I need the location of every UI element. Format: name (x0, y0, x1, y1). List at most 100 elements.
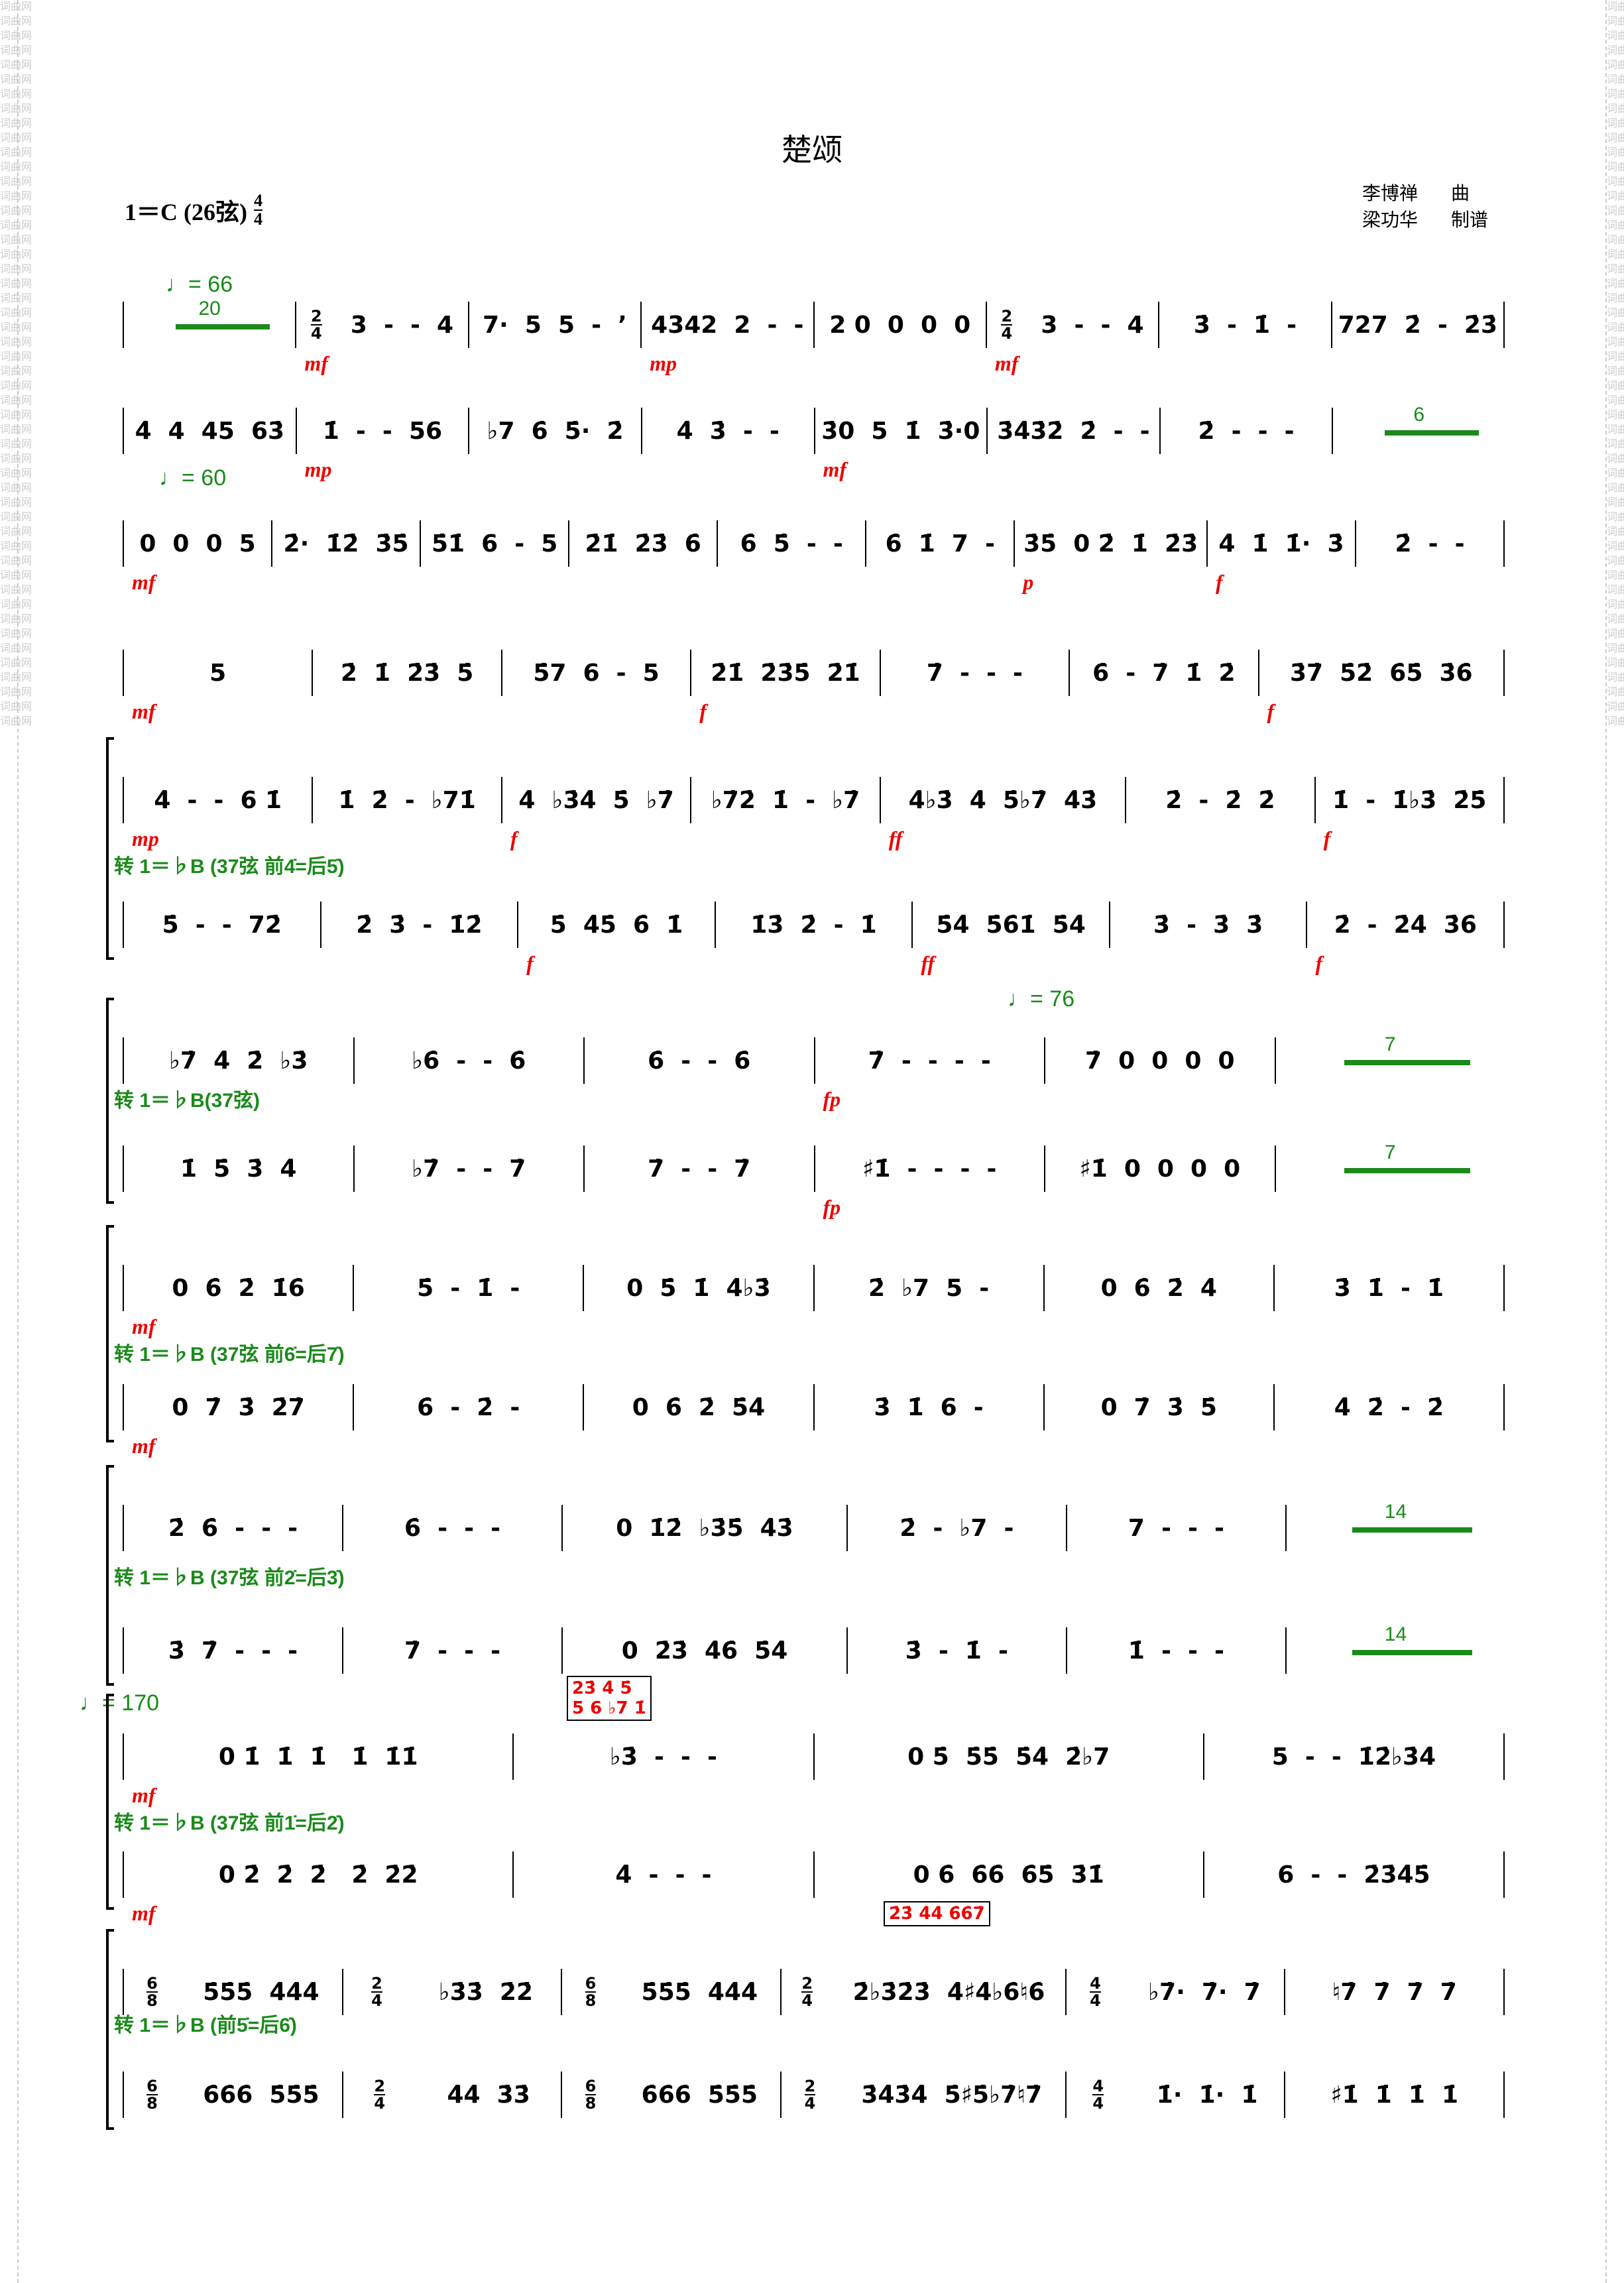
measure-notes: ♭7̇· 7̇· 7̇ (1148, 1978, 1261, 2006)
measure-notes: 3̇7̇ 5̇2̇ 6̇5̇ 3̇6̇ (1289, 659, 1473, 687)
time-bottom: 4 (1001, 324, 1013, 343)
rest-count: 6 (1413, 404, 1425, 426)
measure-notes: 2̇ 3̇ - 1̇2̇ (356, 911, 483, 939)
measure: 7· 5 5 - ’ (467, 302, 640, 348)
measure-notes: 6̇ - 2̇ - (417, 1393, 520, 1421)
time-bottom: 4 (801, 1991, 813, 2010)
measure: 3̇ 1̇ 6 - (813, 1384, 1043, 1431)
measure: 5 - - 1̇2̇♭3̇4̇ (1202, 1733, 1505, 1780)
measure-notes: 4̇ - - 6 1̇ (154, 786, 282, 814)
watermark-left: 词曲网 词曲网 词曲网 词曲网 词曲网 词曲网 词曲网 词曲网 词曲网 词曲网 … (0, 0, 32, 2283)
measure: ♭6̇ - - 6̇ (353, 1037, 584, 1084)
measure: 0 6̇ 2̇ 4̇ (1043, 1265, 1273, 1311)
rest-bar (1344, 1168, 1471, 1173)
measure-notes: 4̇ 4 45 63̇ (135, 417, 285, 445)
measure-notes: 5̇5̇5̇ 4̇4̇4̇ (641, 1978, 758, 2006)
tempo-mark: ♩= 76 (1008, 986, 1075, 1012)
rest-bar (175, 324, 270, 329)
tempo-mark: ♩= 66 (166, 272, 233, 297)
staff-line: ♭7̇ 4̇ 2̇ ♭3̇ ♭6̇ - - 6̇ 6̇ - - 6̇ 7̇ - - -… (123, 1033, 1505, 1111)
key-text: 1＝C (26弦) (125, 199, 247, 225)
measure: 2̇ ♭7 5 - (813, 1265, 1043, 1311)
measure: ♭7̇ 4̇ 2̇ ♭3̇ (123, 1037, 353, 1084)
measure-notes: 727 2̇ - 2̇3̇ (1338, 311, 1498, 339)
time-bottom: 8 (146, 1991, 158, 2010)
time-top: 2 (801, 1974, 813, 1993)
measure-notes: 1̇3̇ 2̇ - 1̇ (750, 911, 877, 939)
measure: 0 7̇ 3̇ 5̇ (1043, 1384, 1273, 1431)
measure: 0 6̇ 2̇ 1̇6̇ mf (123, 1265, 353, 1338)
measure-notes: 5̇ 4̇5̇ 6̇ 1̇ (550, 911, 683, 939)
measure-notes: 6̇6̇6̇ 5̇5̇5̇ (203, 2081, 319, 2109)
measure: 7̇ - - - (342, 1627, 561, 1674)
composer-role: 曲 (1451, 182, 1470, 204)
dynamic-mark: mf (132, 699, 156, 723)
rest-count: 7 (1384, 1142, 1396, 1163)
rest-bar (1352, 1527, 1472, 1533)
time-bottom: 8 (146, 2094, 158, 2113)
measure-notes: 0 0 0 5 (139, 530, 256, 557)
measure: 3̇ 1̇ - 1̇ (1273, 1265, 1505, 1311)
measure: ♭3̇ - - - (512, 1733, 813, 1780)
measure: 5̇ - - 72̇ (123, 902, 320, 948)
measure-notes: 5̇1̇ 6 - 5 (431, 530, 558, 557)
measure-notes: ♭3̇ - - - (609, 1743, 717, 1771)
time-bottom: 4 (1092, 2094, 1104, 2113)
time-top: 6 (146, 1974, 158, 1993)
multi-measure-rest: 14 (1285, 1501, 1505, 1551)
time-top: 6 (146, 2077, 158, 2095)
measure: 2̇ - ♭7 - (846, 1505, 1066, 1551)
rest-bar (1384, 430, 1479, 436)
measure: 4̇ - - - (512, 1851, 813, 1898)
dynamic-mark: fp (823, 1087, 841, 1111)
measure: 2̇ - 2̇4̇ 3̇6̇ f (1306, 902, 1505, 975)
dynamic-mark: f (1323, 827, 1331, 850)
measure-notes: 0 7̇ 3̇ 5̇ (1100, 1393, 1217, 1421)
time-top: 4 (1092, 2077, 1104, 2095)
measure: 0 2̇3̇ 4̇6̇ 5̇4̇ (561, 1627, 846, 1674)
staff-line: 2̇ 6̇ - - - 6̇ - - - 0 1̇2̇ ♭3̇5̇ 4̇3̇ 2̇ -… (123, 1501, 1505, 1551)
measure-notes: 5̇5̇5̇ 4̇4̇4̇ (203, 1978, 319, 2006)
staff-line: 1̇ 5̇ 3̇ 4̇ ♭7̇ - - 7̇ 7̇ - - 7̇ ♯1̇ - - - … (123, 1142, 1505, 1219)
time-top: 6 (585, 1974, 597, 1993)
measure-notes: 2̇ - 2̇4̇ 3̇6̇ (1334, 911, 1477, 939)
system-bracket (106, 998, 114, 1204)
measure: 6 8 6̇6̇6̇ 5̇5̇5̇ (123, 2072, 342, 2118)
measure-notes: 4̇ 1̇ 1̇· 3̇ (1218, 530, 1344, 557)
dynamic-mark: mf (132, 1783, 156, 1807)
dynamic-mark: mp (132, 827, 159, 850)
measure-notes: 2̇ - - - (1198, 417, 1295, 445)
arranger-name: 梁功华 (1362, 209, 1419, 231)
measure: 0 1̇ 1̇ 1̇ 1̇ 1̇1̇ mf (123, 1733, 512, 1807)
measure-notes: 4̇ ♭3̇4̇ 5̇ ♭7̇ (518, 786, 674, 814)
measure-notes: ♭6̇ - - 6̇ (412, 1047, 526, 1075)
dynamic-mark: f (510, 827, 518, 850)
measure: 2̇1̇ 2̇3̇ 6̇ (568, 520, 717, 567)
measure-notes: 3̇ 7̇ - - - (168, 1637, 298, 1665)
watermark-right: 词曲网 词曲网 词曲网 词曲网 词曲网 词曲网 词曲网 词曲网 词曲网 词曲网 … (1605, 0, 1624, 2283)
measure-notes: 7· 5 5 - ’ (483, 311, 627, 339)
key-change-annotation: 转 1＝♭B (37弦 前1̇=后2̇) (114, 1812, 345, 1834)
measure-notes: 0 6̇ 2̇ 4̇ (1100, 1274, 1217, 1302)
system-bracket (106, 737, 114, 960)
measure-notes: 6 - - 2̇3̇4̇5̇ (1277, 1861, 1430, 1889)
measure: 4 4 ♭7̇· 7̇· 7̇ (1065, 1969, 1285, 2015)
measure: 4̇ 1̇ 1̇· 3̇ f (1206, 520, 1355, 594)
measure: ♭7̇2̇ 1̇ - ♭7̇ (690, 777, 879, 823)
tempo-mark: ♩= 60 (159, 465, 227, 491)
measure: ♯1̇ 1̇ 1̇ 1̇ (1284, 2072, 1505, 2118)
measure: 0 5̇ 1̇ 4̇♭3̇ (583, 1265, 813, 1311)
measure: 6̇ 1̇ 7 - (865, 520, 1014, 567)
measure-notes: 6̇ - - 6̇ (648, 1047, 751, 1075)
measure-notes: ♭3̇3̇ 2̇2̇ (438, 1978, 534, 2006)
rest-count: 14 (1384, 1501, 1407, 1523)
staff-line: 0 7̇ 3̇ 2̇7̇ mf 6̇ - 2̇ - 0 6̇ 2̇ 5̇4̇ 3̇ 1̇… (123, 1384, 1505, 1458)
measure-notes: 0 7̇ 3̇ 2̇7̇ (172, 1393, 305, 1421)
measure: 4̇ 3̇ - - (640, 408, 814, 454)
measure-notes: 2̇♭3̇2̇3̇ 4̇♯4̇♭6̇♮6̇ (852, 1978, 1045, 2006)
